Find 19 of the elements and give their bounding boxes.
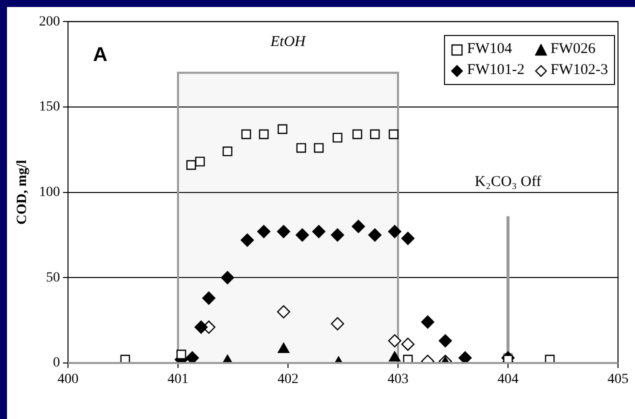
y-tick-label: 150 — [39, 100, 60, 115]
x-tick-label: 405 — [608, 372, 628, 388]
legend-label: FW026 — [550, 41, 596, 58]
x-tick-label: 401 — [168, 372, 188, 388]
legend-label: FW101-2 — [467, 62, 524, 79]
legend-label: FW102-3 — [550, 62, 608, 79]
x-tick-label: 403 — [388, 372, 408, 388]
ref-line-label: K₂CO₃ Off — [474, 174, 542, 190]
y-tick-label: 0 — [53, 356, 60, 371]
band-label: EtOH — [270, 34, 307, 50]
annotation: A — [93, 44, 108, 66]
x-tick-label: 402 — [278, 372, 298, 388]
legend-label: FW104 — [467, 41, 512, 58]
x-tick-label: 400 — [58, 372, 78, 388]
y-tick-label: 50 — [46, 270, 60, 286]
y-axis-title: COD, mg/l — [15, 160, 30, 225]
x-tick-label: 404 — [498, 372, 518, 388]
y-tick-label: 100 — [39, 184, 60, 200]
y-tick-label: 200 — [39, 14, 60, 30]
